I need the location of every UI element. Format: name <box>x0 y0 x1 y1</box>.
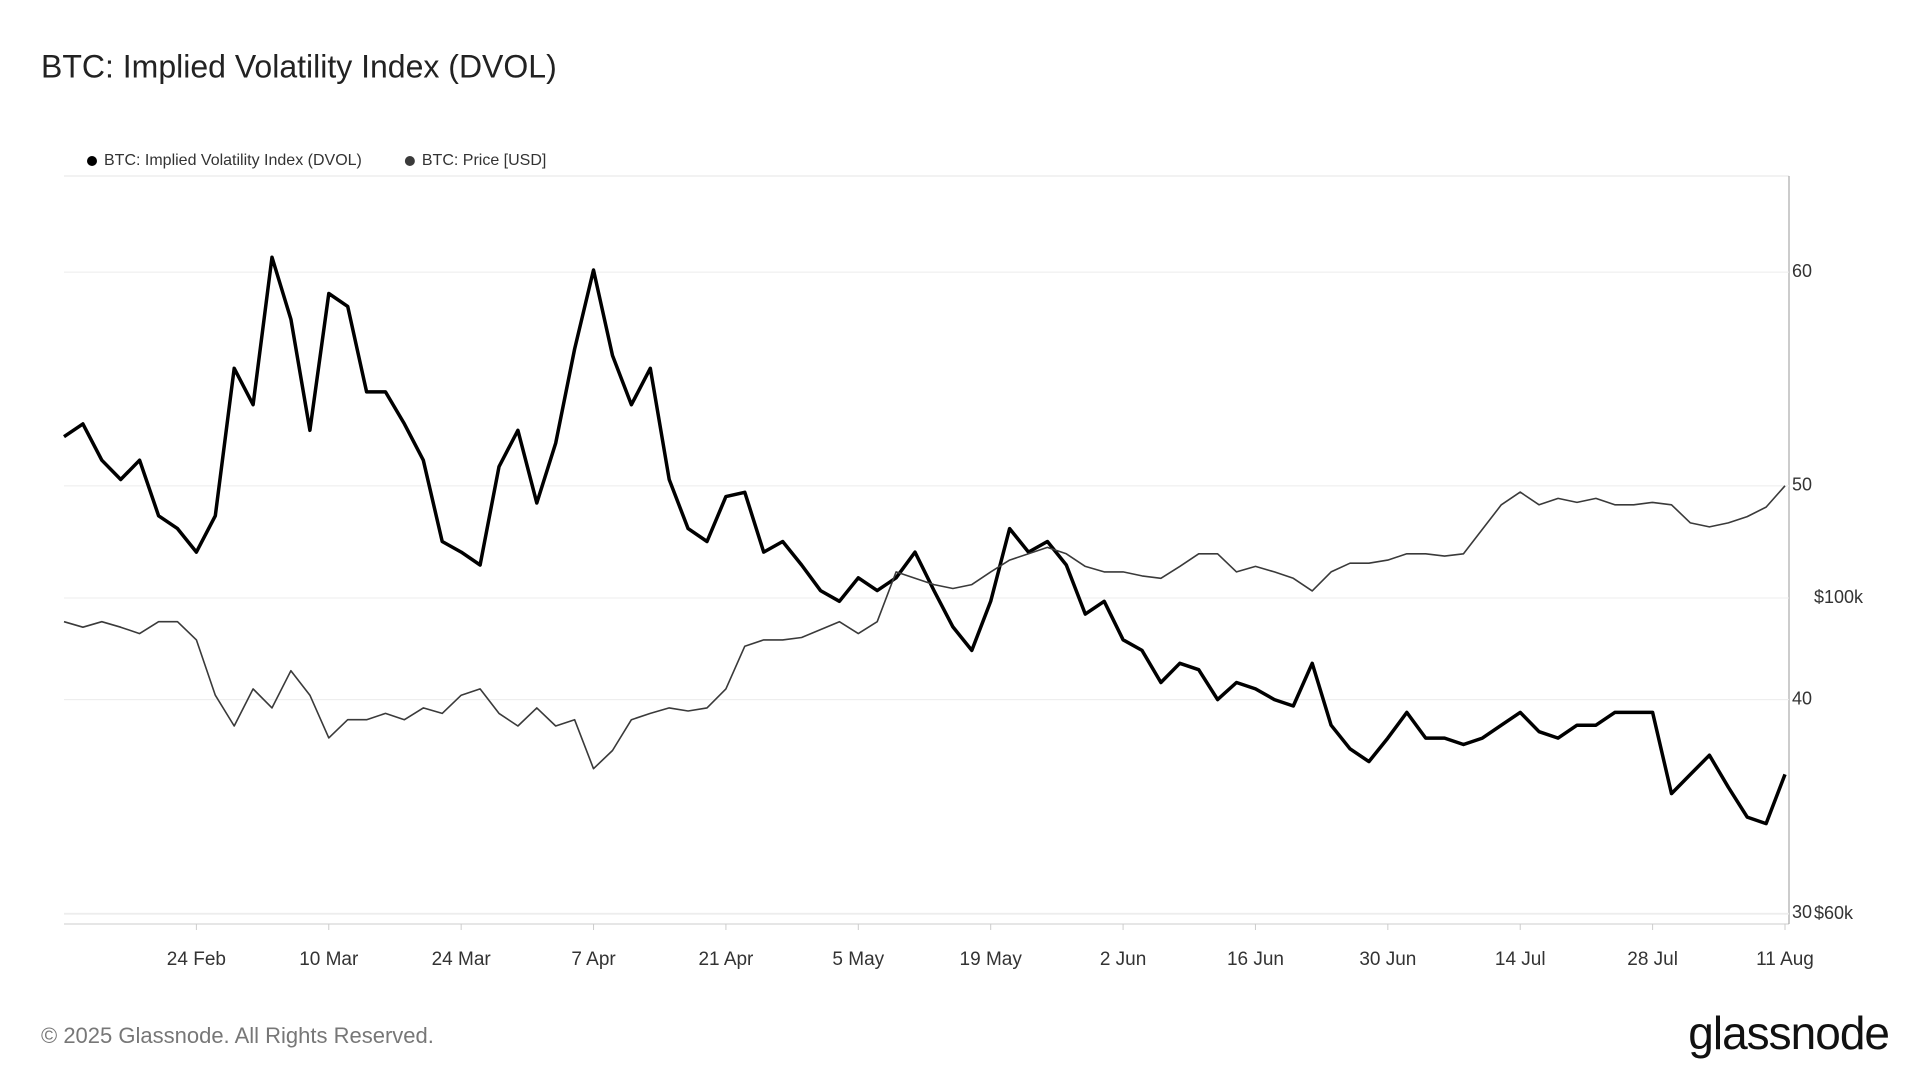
x-tick-label: 14 Jul <box>1495 949 1546 970</box>
x-tick-label: 24 Mar <box>432 949 492 970</box>
x-tick-label: 10 Mar <box>299 949 359 970</box>
legend-marker <box>87 156 97 166</box>
x-tick-label: 16 Jun <box>1227 949 1284 970</box>
series-line <box>63 485 1786 770</box>
y2-tick-label: $100k <box>1814 587 1864 607</box>
y-tick-label: 50 <box>1792 475 1812 495</box>
y-tick-label: 40 <box>1792 688 1812 708</box>
x-tick-label: 21 Apr <box>698 949 754 970</box>
y-tick-label: 60 <box>1792 261 1812 281</box>
y2-tick-label: $60k <box>1814 903 1854 923</box>
x-tick-label: 11 Aug <box>1756 949 1814 970</box>
x-tick-label: 2 Jun <box>1100 949 1146 970</box>
x-tick-label: 28 Jul <box>1627 949 1678 970</box>
legend-label: BTC: Implied Volatility Index (DVOL) <box>104 152 362 169</box>
chart-title: BTC: Implied Volatility Index (DVOL) <box>41 48 557 84</box>
x-tick-label: 5 May <box>832 949 884 970</box>
x-tick-label: 7 Apr <box>571 949 616 970</box>
legend-marker <box>404 156 415 166</box>
copyright: © 2025 Glassnode. All Rights Reserved. <box>41 1023 434 1048</box>
series-line <box>63 255 1787 826</box>
legend-label: BTC: Price [USD] <box>422 152 546 169</box>
x-tick-label: 24 Feb <box>167 949 226 970</box>
x-tick-label: 19 May <box>960 949 1023 970</box>
y-tick-label: 30 <box>1792 902 1812 922</box>
x-tick-label: 30 Jun <box>1359 949 1416 970</box>
logo: glassnode <box>1688 1007 1889 1059</box>
